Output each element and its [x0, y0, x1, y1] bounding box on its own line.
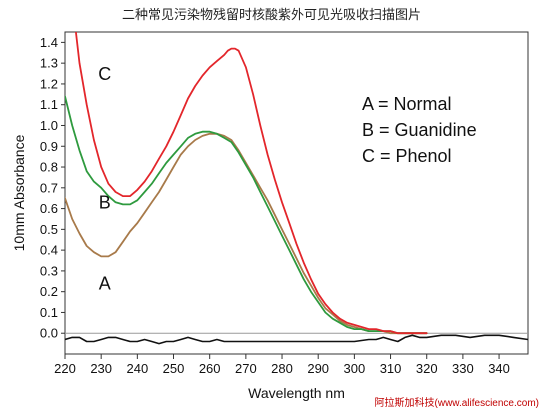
x-tick-label: 220 — [54, 361, 76, 376]
x-tick-label: 230 — [90, 361, 112, 376]
source-credit: 阿拉斯加科技(www.alifescience.com) — [374, 398, 539, 409]
curve-labels: A B C — [98, 64, 111, 294]
y-tick-label: 0.1 — [40, 305, 58, 320]
x-axis-label: Wavelength nm — [248, 385, 345, 401]
y-tick-label: 1.3 — [40, 56, 58, 71]
series-line-c-phenol — [75, 32, 428, 335]
x-axis-ticks: 220 230 240 250 260 270 280 290 300 310 320 330 340 — [54, 354, 510, 376]
x-tick-label: 300 — [344, 361, 366, 376]
y-tick-label: 0.7 — [40, 180, 58, 195]
curve-label-a: A — [99, 274, 111, 294]
y-tick-label: 0.4 — [40, 243, 58, 258]
chart-title: 二种常见污染物残留时核酸紫外可见光吸收扫描图片 — [121, 7, 421, 22]
curve-label-c: C — [98, 64, 111, 84]
plot-frame — [64, 31, 529, 355]
x-tick-label: 260 — [199, 361, 221, 376]
x-tick-label: 250 — [163, 361, 185, 376]
y-tick-label: 1.1 — [40, 97, 58, 112]
x-tick-label: 320 — [416, 361, 438, 376]
y-tick-label: 0.5 — [40, 222, 58, 237]
y-tick-label: 0.8 — [40, 160, 58, 175]
y-tick-label: 1.2 — [40, 76, 58, 91]
x-tick-label: 340 — [488, 361, 510, 376]
series-line-baseline — [65, 334, 528, 345]
x-tick-label: 280 — [271, 361, 293, 376]
legend: A = Normal B = Guanidine C = Phenol — [362, 94, 477, 166]
curve-label-b: B — [99, 193, 111, 213]
y-tick-label: 0.6 — [40, 201, 58, 216]
y-axis-label: 10mm Absorbance — [11, 134, 27, 251]
x-tick-label: 290 — [307, 361, 329, 376]
y-tick-label: 0.3 — [40, 263, 58, 278]
x-tick-label: 240 — [126, 361, 148, 376]
legend-entry: B = Guanidine — [362, 120, 477, 140]
x-tick-label: 270 — [235, 361, 257, 376]
plot-border — [64, 31, 529, 355]
legend-entry: C = Phenol — [362, 146, 452, 166]
series-line-b-guanidine — [65, 95, 428, 335]
y-tick-label: 0.9 — [40, 139, 58, 154]
series-lines — [65, 32, 528, 345]
legend-entry: A = Normal — [362, 94, 452, 114]
y-tick-label: 0.2 — [40, 284, 58, 299]
y-tick-label: 1.0 — [40, 118, 58, 133]
x-tick-label: 310 — [380, 361, 402, 376]
y-tick-label: 1.4 — [40, 35, 58, 50]
y-axis-ticks: 0.0 0.1 0.2 0.3 0.4 0.5 0.6 0.7 0.8 0.9 1.0 1.1 1.2 1… — [40, 35, 65, 341]
x-tick-label: 330 — [452, 361, 474, 376]
y-tick-label: 0.0 — [40, 326, 58, 341]
